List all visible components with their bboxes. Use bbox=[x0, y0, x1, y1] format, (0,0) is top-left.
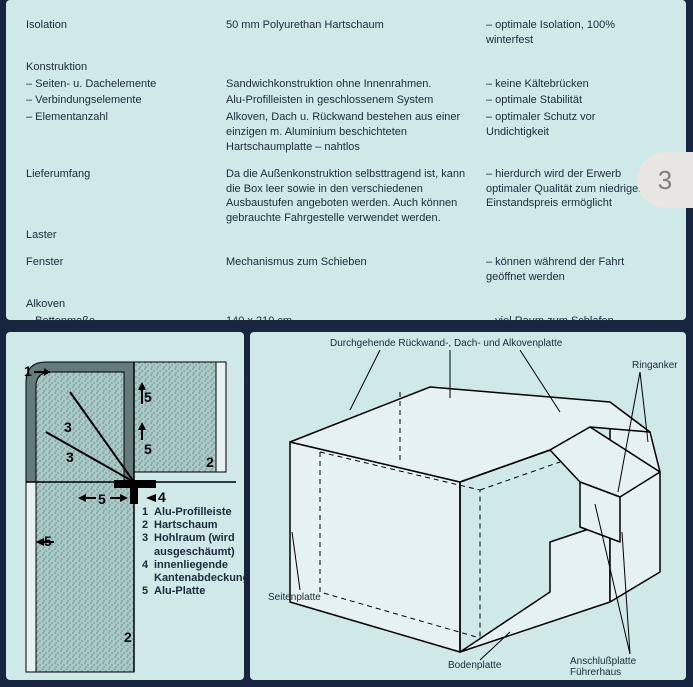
spec-label: Isolation bbox=[26, 18, 226, 48]
spec-value: Sandwichkonstruktion ohne Innenrahmen. bbox=[226, 77, 486, 92]
specs-panel: Isolation50 mm Polyurethan Hartschaum– o… bbox=[6, 0, 686, 320]
spec-value: Da die Außenkonstruktion selbsttragend i… bbox=[226, 167, 486, 226]
spec-value: Alu-Profilleisten in geschlossenem Syste… bbox=[226, 93, 486, 108]
spec-value: 50 mm Polyurethan Hartschaum bbox=[226, 18, 486, 48]
spec-row: Isolation50 mm Polyurethan Hartschaum– o… bbox=[26, 18, 658, 48]
spec-row: FensterMechanismus zum Schieben– können … bbox=[26, 255, 658, 285]
spec-benefit: – keine Kältebrücken bbox=[486, 77, 658, 92]
legend-3: Hohlraum (wird ausgeschäumt) bbox=[154, 532, 242, 558]
svg-text:2: 2 bbox=[206, 454, 214, 470]
spec-row: – Seiten- u. DachelementeSandwichkonstru… bbox=[26, 77, 658, 92]
spec-benefit: – viel Raum zum Schlafen bbox=[486, 314, 658, 329]
svg-text:2: 2 bbox=[124, 629, 132, 645]
spec-benefit: – hierdurch wird der Erwerb optimaler Qu… bbox=[486, 167, 658, 226]
spec-benefit: – optimaler Schutz vor Undichtigkeit bbox=[486, 110, 658, 155]
spec-benefit bbox=[486, 60, 658, 75]
spec-row: – Bettenmaße140 x 210 cm– viel Raum zum … bbox=[26, 314, 658, 329]
spec-label: – Verbindungselemente bbox=[26, 93, 226, 108]
label-ring: Ringanker bbox=[632, 360, 678, 371]
spec-label: – Elementanzahl bbox=[26, 110, 226, 155]
legend-1: Alu-Profilleiste bbox=[154, 506, 232, 519]
page-number: 3 bbox=[658, 165, 672, 196]
svg-text:5: 5 bbox=[144, 441, 152, 457]
legend-2: Hartschaum bbox=[154, 519, 218, 532]
spec-row: LieferumfangDa die Außenkonstruktion sel… bbox=[26, 167, 658, 226]
spec-row: – VerbindungselementeAlu-Profilleisten i… bbox=[26, 93, 658, 108]
label-cab: Anschlußplatte Führerhaus bbox=[570, 656, 686, 678]
svg-text:5: 5 bbox=[144, 389, 152, 405]
svg-text:1: 1 bbox=[24, 363, 32, 379]
box-iso-svg bbox=[250, 332, 686, 680]
spec-label: Konstruktion bbox=[26, 60, 226, 75]
spec-row: Alkoven bbox=[26, 297, 658, 312]
spec-row: – ElementanzahlAlkoven, Dach u. Rückwand… bbox=[26, 110, 658, 155]
spec-value: 140 x 210 cm bbox=[226, 314, 486, 329]
spec-label: – Bettenmaße bbox=[26, 314, 226, 329]
spec-benefit: – können während der Fahrt geöffnet werd… bbox=[486, 255, 658, 285]
spec-benefit: – optimale Isolation, 100% winterfest bbox=[486, 18, 658, 48]
spec-label: Alkoven bbox=[26, 297, 226, 312]
spec-label: Lieferumfang bbox=[26, 167, 226, 226]
svg-text:3: 3 bbox=[64, 419, 72, 435]
spec-label: Fenster bbox=[26, 255, 226, 285]
spec-label: – Seiten- u. Dachelemente bbox=[26, 77, 226, 92]
label-top: Durchgehende Rückwand-, Dach- und Alkove… bbox=[330, 338, 562, 349]
legend-4: innenliegende Kantenabdeckung bbox=[154, 559, 244, 585]
spec-label: Laster bbox=[26, 228, 226, 243]
svg-text:3: 3 bbox=[66, 449, 74, 465]
box-iso-diagram: Durchgehende Rückwand-, Dach- und Alkove… bbox=[250, 332, 686, 680]
page-number-badge: 3 bbox=[637, 152, 693, 208]
diagram-legend: 1Alu-Profilleiste 2Hartschaum 3Hohlraum … bbox=[142, 506, 242, 598]
label-bottom: Bodenplatte bbox=[448, 660, 501, 671]
svg-text:5: 5 bbox=[98, 491, 106, 507]
spec-value: Mechanismus zum Schieben bbox=[226, 255, 486, 285]
spec-value bbox=[226, 297, 486, 312]
label-side: Seitenplatte bbox=[268, 592, 321, 603]
svg-text:4: 4 bbox=[158, 489, 166, 505]
spec-value bbox=[226, 60, 486, 75]
spec-benefit: – optimale Stabilität bbox=[486, 93, 658, 108]
spec-row: Konstruktion bbox=[26, 60, 658, 75]
spec-benefit bbox=[486, 297, 658, 312]
legend-5: Alu-Platte bbox=[154, 585, 205, 598]
spec-value: Alkoven, Dach u. Rückwand bestehen aus e… bbox=[226, 110, 486, 155]
corner-section-diagram: 1 2 2 3 3 4 5 5 5 5 1Alu-Profill bbox=[6, 332, 244, 680]
